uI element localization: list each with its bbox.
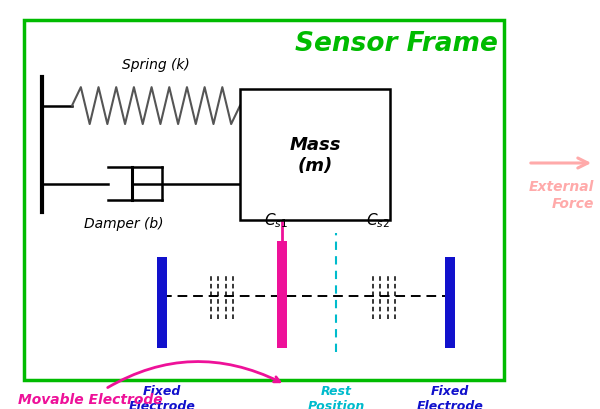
Text: External
Force: External Force <box>529 180 594 210</box>
Bar <box>157 258 167 348</box>
Text: Fixed
Electrode: Fixed Electrode <box>416 384 484 409</box>
Text: Damper (b): Damper (b) <box>85 217 164 231</box>
Text: $C_{s1}$: $C_{s1}$ <box>264 210 288 229</box>
Text: Movable Electrode: Movable Electrode <box>18 362 280 406</box>
Text: Fixed
Electrode: Fixed Electrode <box>128 384 196 409</box>
Text: Mass
(m): Mass (m) <box>289 136 341 175</box>
Text: Sensor Frame: Sensor Frame <box>295 31 498 56</box>
Bar <box>277 241 287 348</box>
Text: $C_{s2}$: $C_{s2}$ <box>366 210 390 229</box>
Text: Spring (k): Spring (k) <box>122 58 190 72</box>
Bar <box>24 20 504 380</box>
Bar <box>240 90 390 221</box>
Text: Rest
Position: Rest Position <box>307 384 365 409</box>
Bar <box>445 258 455 348</box>
